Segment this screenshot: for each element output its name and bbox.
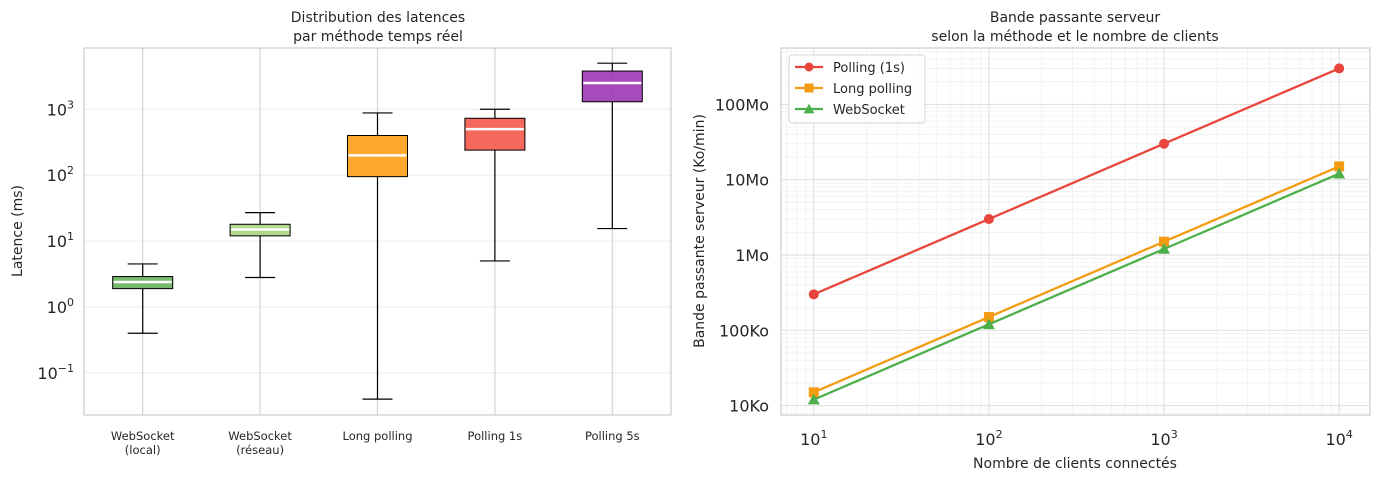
chart1-category-label: Polling 5s <box>585 429 640 443</box>
chart1-boxes <box>112 62 643 400</box>
series-line <box>813 172 1340 401</box>
chart2-ytick-label: 100Ko <box>719 321 769 340</box>
chart1-x-ticks: WebSocket(local)WebSocket(réseau)Long po… <box>111 429 640 457</box>
series-point <box>1333 167 1346 179</box>
box-3 <box>347 112 408 400</box>
chart2-legend: Polling (1s) Long polling WebSocket <box>788 54 926 124</box>
series-point <box>1158 243 1171 254</box>
chart2-ytick-label: 1Mo <box>735 246 769 265</box>
box-1 <box>112 263 174 334</box>
chart1-ytick-label: 102 <box>47 164 74 185</box>
series-line <box>813 165 1340 394</box>
legend-item: Long polling <box>795 82 912 97</box>
chart1-category-label: (réseau) <box>236 443 284 457</box>
chart1-y-ticks: 10−1 100 101 102 103 <box>37 98 74 383</box>
series-point <box>983 214 994 225</box>
chart1-category-label: (local) <box>125 443 161 457</box>
series-line <box>813 67 1340 296</box>
chart2-y-ticks: 10Ko 100Ko 1Mo 10Mo 100Mo <box>715 95 769 415</box>
chart2-title-line2: selon la méthode et le nombre de clients <box>931 29 1218 45</box>
series-point <box>982 318 995 330</box>
chart2-xtick-label: 103 <box>1150 428 1177 449</box>
legend-label: Long polling <box>833 82 912 97</box>
series-point <box>1334 63 1345 74</box>
chart2-ylabel: Bande passante serveur (Ko/min) <box>692 114 708 348</box>
series-point <box>807 393 820 405</box>
box-5 <box>581 62 643 230</box>
chart1-ytick-label: 101 <box>47 230 74 251</box>
chart1-category-label: Polling 1s <box>468 429 523 443</box>
chart1-ylabel: Latence (ms) <box>10 185 26 277</box>
legend-box <box>788 54 926 124</box>
series-point <box>1159 236 1170 247</box>
chart1-title-line1: Distribution des latences <box>291 10 465 26</box>
series-point <box>1159 138 1170 149</box>
chart2-xtick-label: 101 <box>800 428 827 449</box>
legend-item: WebSocket <box>795 103 905 118</box>
chart2-series <box>807 63 1346 405</box>
series-point <box>803 103 815 114</box>
series-point <box>983 312 994 323</box>
latency-boxplot-chart: Distribution des latences par méthode te… <box>10 10 672 457</box>
chart2-ytick-label: 100Mo <box>715 95 769 114</box>
chart1-ytick-label: 103 <box>47 98 74 119</box>
legend-label: WebSocket <box>833 103 905 118</box>
series-point <box>804 62 814 72</box>
chart2-xtick-label: 104 <box>1325 428 1352 449</box>
legend-item: Polling (1s) <box>795 61 905 76</box>
chart2-ytick-label: 10Ko <box>729 397 769 416</box>
series-2 <box>808 161 1345 398</box>
chart1-category-label: Long polling <box>343 429 413 443</box>
series-point <box>1334 161 1345 172</box>
chart2-frame <box>780 47 1371 416</box>
chart2-xtick-label: 102 <box>975 428 1002 449</box>
series-point <box>808 387 819 398</box>
chart1-category-label: WebSocket <box>111 429 175 443</box>
chart1-title-line2: par méthode temps réel <box>293 29 463 45</box>
series-point <box>804 83 814 93</box>
bandwidth-line-chart: Bande passante serveur selon la méthode … <box>692 10 1371 472</box>
chart1-frame <box>83 47 672 416</box>
legend-label: Polling (1s) <box>833 61 905 76</box>
chart2-x-ticks: 101 102 103 104 <box>800 428 1353 449</box>
chart1-ytick-label: 10−1 <box>37 362 74 383</box>
series-1 <box>808 63 1345 300</box>
chart1-category-label: WebSocket <box>228 429 292 443</box>
series-point <box>808 289 819 300</box>
box-iqr <box>464 117 526 151</box>
box-2 <box>229 212 291 279</box>
series-3 <box>807 167 1346 405</box>
box-4 <box>464 108 526 262</box>
box-iqr <box>581 70 643 103</box>
chart1-ytick-label: 100 <box>47 296 74 317</box>
chart2-title-line1: Bande passante serveur <box>990 10 1161 26</box>
chart2-xlabel: Nombre de clients connectés <box>973 456 1177 472</box>
chart2-ytick-label: 10Mo <box>725 171 769 190</box>
